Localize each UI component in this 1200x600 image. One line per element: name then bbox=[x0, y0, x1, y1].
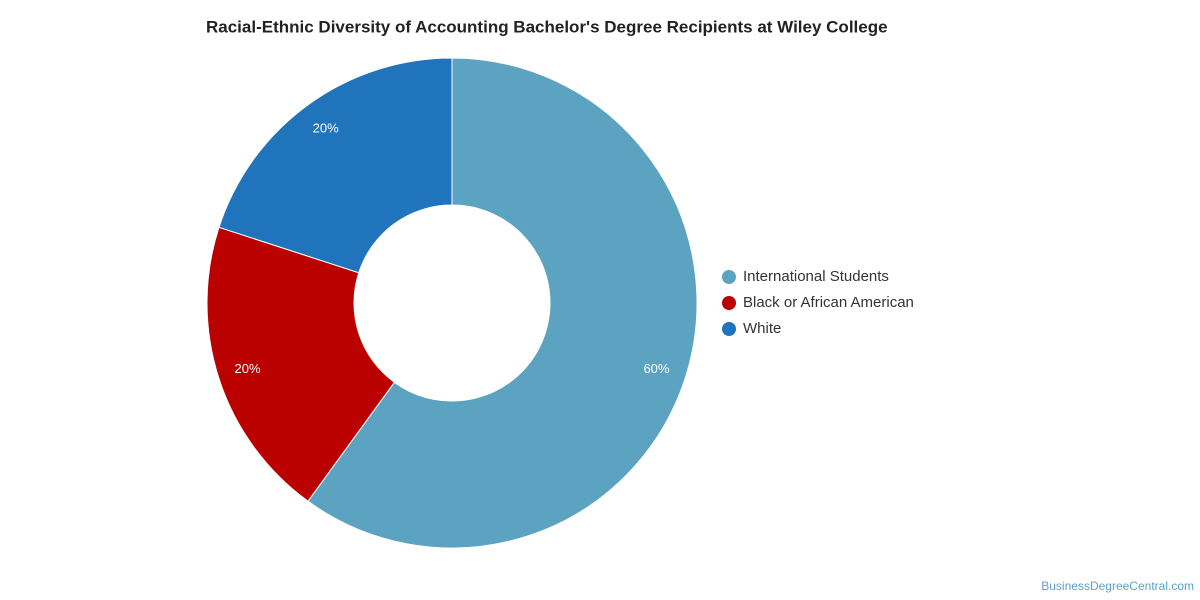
data-label: 20% bbox=[313, 120, 339, 135]
legend-label: Black or African American bbox=[743, 294, 914, 311]
legend-label: White bbox=[743, 320, 781, 337]
legend-label: International Students bbox=[743, 268, 889, 285]
legend-marker bbox=[722, 322, 736, 336]
data-label: 60% bbox=[643, 361, 669, 376]
slice bbox=[206, 226, 396, 502]
legend-marker bbox=[722, 296, 736, 310]
slice bbox=[307, 57, 698, 549]
chart-title: Racial-Ethnic Diversity of Accounting Ba… bbox=[206, 17, 888, 36]
legend-marker bbox=[722, 270, 736, 284]
slice bbox=[218, 57, 453, 274]
data-label: 20% bbox=[235, 361, 261, 376]
watermark: BusinessDegreeCentral.com bbox=[1041, 579, 1194, 593]
